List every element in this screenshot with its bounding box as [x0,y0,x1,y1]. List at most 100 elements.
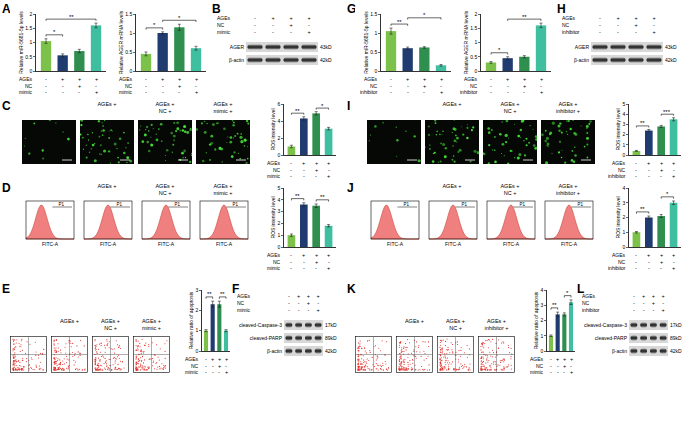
svg-text:-: - [205,356,207,362]
svg-text:-: - [162,89,164,95]
svg-text:FITC-A: FITC-A [100,241,117,247]
svg-text:NC: NC [562,22,570,28]
svg-text:NC: NC [191,363,199,369]
svg-text:-: - [523,89,525,95]
svg-text:-: - [550,369,552,375]
svg-text:-: - [212,363,214,369]
svg-text:NC: NC [125,83,133,89]
svg-text:-: - [328,167,330,173]
svg-text:Relative AGER mRNA levels: Relative AGER mRNA levels [463,10,469,74]
svg-text:-: - [635,173,637,179]
svg-text:+: + [570,356,573,362]
svg-text:1: 1 [195,327,198,333]
svg-text:-: - [162,83,164,89]
svg-text:-: - [317,300,319,306]
svg-text:**: ** [207,291,212,297]
svg-text:AGEs: AGEs [562,15,576,21]
svg-text:-: - [205,369,207,375]
svg-text:-: - [563,369,565,375]
svg-text:+: + [327,265,330,271]
svg-text:1.5: 1.5 [25,25,32,31]
svg-text:+: + [660,160,663,166]
svg-text:**: ** [522,14,527,20]
svg-text:+: + [662,293,665,299]
svg-text:1.5: 1.5 [470,25,477,31]
svg-text:-: - [288,307,290,313]
svg-text:P1: P1 [232,202,238,207]
svg-text:+: + [660,252,663,258]
svg-text:+: + [95,76,98,82]
svg-text:FITC-A: FITC-A [158,241,175,247]
svg-text:-: - [290,160,292,166]
svg-text:+: + [672,265,675,271]
svg-text:Relative miR-5681-5p levels: Relative miR-5681-5p levels [18,11,24,74]
svg-text:AGEs: AGEs [185,356,199,362]
svg-text:*: * [666,191,669,197]
svg-text:2: 2 [540,317,543,323]
svg-text:4: 4 [622,111,625,117]
svg-text:43kD: 43kD [665,44,677,50]
svg-text:-: - [290,259,292,265]
svg-text:**: ** [397,19,402,25]
svg-text:+: + [225,356,228,362]
svg-text:-: - [660,265,662,271]
svg-text:-: - [652,307,654,313]
svg-text:-: - [254,22,256,28]
svg-text:+: + [634,22,637,28]
svg-text:-: - [635,252,637,258]
svg-text:AGEs: AGEs [612,252,626,258]
svg-text:NC: NC [536,363,544,369]
svg-text:β-actin: β-actin [229,57,244,63]
svg-text:-: - [440,83,442,89]
svg-text:-: - [643,300,645,306]
svg-text:2: 2 [195,307,198,313]
svg-text:-: - [205,363,207,369]
svg-text:FITC-A: FITC-A [216,241,233,247]
svg-text:+: + [78,83,81,89]
svg-text:+: + [327,173,330,179]
svg-text:+: + [642,293,645,299]
svg-text:+: + [570,369,573,375]
svg-text:NC: NC [618,167,626,173]
svg-text:3: 3 [622,200,625,206]
svg-text:cleaved-PARP: cleaved-PARP [595,335,628,341]
svg-text:ROS intensity level: ROS intensity level [270,108,276,150]
svg-text:+: + [315,259,318,265]
svg-text:-: - [290,173,292,179]
svg-text:-: - [328,259,330,265]
svg-text:inhibitor: inhibitor [608,265,626,271]
svg-text:AGER: AGER [575,44,590,50]
svg-text:+: + [652,15,655,21]
svg-text:0: 0 [29,68,32,74]
svg-text:inhibitor: inhibitor [608,173,626,179]
svg-text:**: ** [640,206,645,212]
svg-text:-: - [303,167,305,173]
svg-text:-: - [557,369,559,375]
svg-text:2: 2 [622,131,625,137]
svg-text:+: + [647,160,650,166]
svg-text:+: + [647,252,650,258]
svg-text:89kD: 89kD [670,335,682,341]
svg-text:+: + [225,369,228,375]
svg-text:AGEs: AGEs [530,356,544,362]
svg-text:+: + [672,252,675,258]
svg-text:17kD: 17kD [325,322,337,328]
svg-text:P1: P1 [174,202,180,207]
svg-text:**: ** [552,302,557,308]
svg-text:1: 1 [540,333,543,339]
svg-text:-: - [45,83,47,89]
svg-text:β-actin: β-actin [267,348,282,354]
svg-text:mimic: mimic [185,369,199,375]
svg-text:**: ** [320,194,325,200]
svg-text:-: - [272,22,274,28]
svg-text:Relative ratio of apoptosis: Relative ratio of apoptosis [533,291,539,349]
svg-text:AGEs: AGEs [217,15,231,21]
svg-text:1: 1 [29,39,32,45]
svg-text:β-actin: β-actin [574,57,589,63]
svg-text:+: + [317,293,320,299]
svg-text:3: 3 [195,287,198,293]
svg-text:2: 2 [277,220,280,226]
svg-text:AGEs: AGEs [237,293,251,299]
svg-text:ROS intensity level: ROS intensity level [615,108,621,150]
svg-text:2: 2 [29,11,32,17]
